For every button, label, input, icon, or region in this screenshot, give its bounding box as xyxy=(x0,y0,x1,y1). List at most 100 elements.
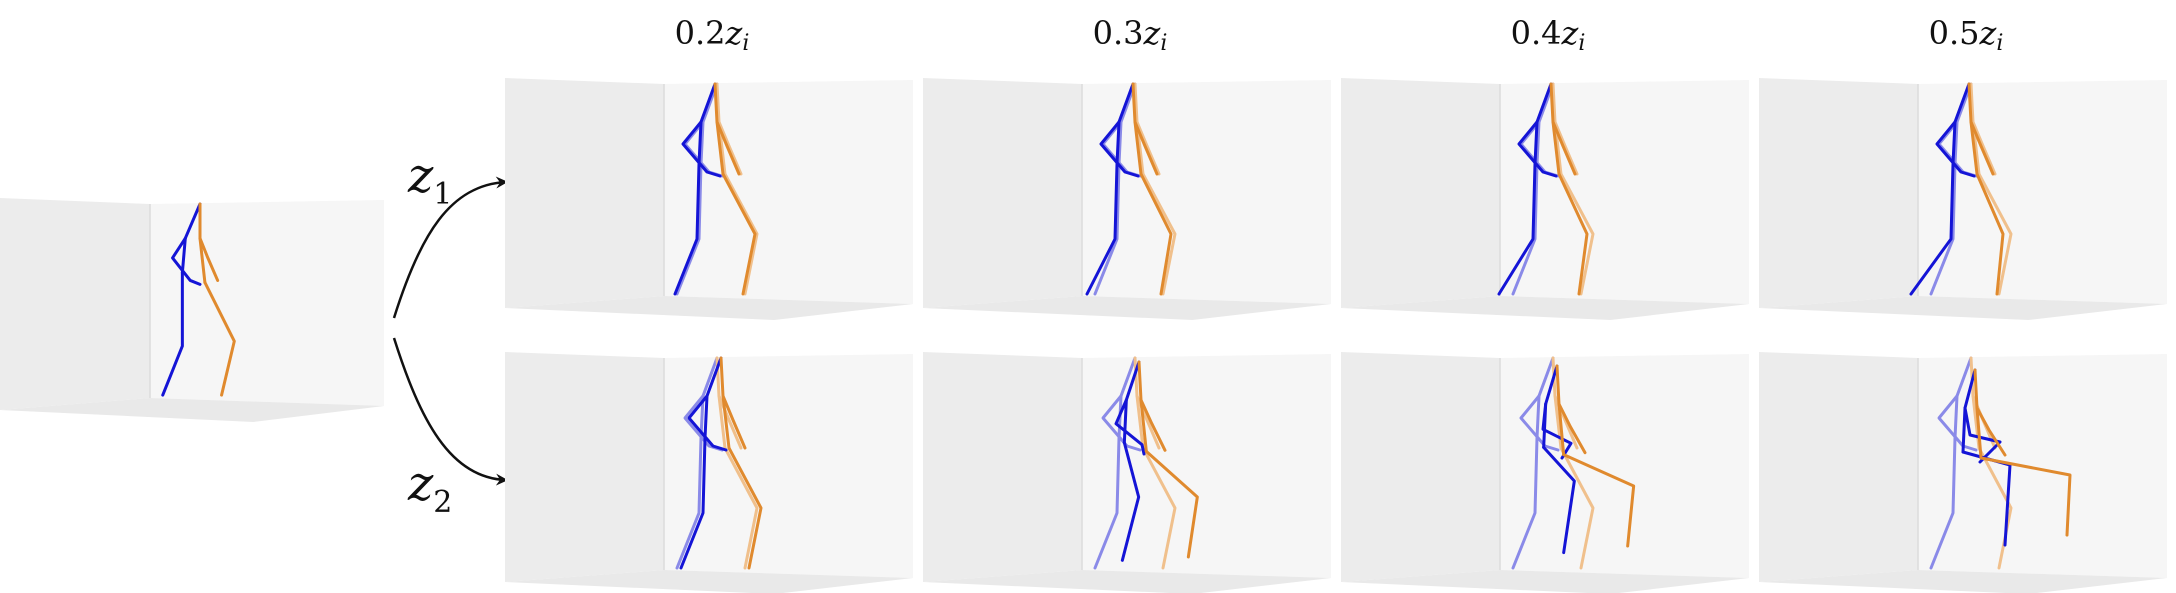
right-arm xyxy=(717,120,743,176)
right-leg xyxy=(727,446,763,570)
right-leg xyxy=(1144,449,1199,559)
right-leg xyxy=(1139,172,1173,296)
right-leg xyxy=(723,446,759,570)
left-leg xyxy=(1093,436,1121,570)
input-panel xyxy=(0,198,384,422)
left-leg xyxy=(1929,162,1957,296)
right-arm xyxy=(1975,406,2007,457)
right-leg xyxy=(1557,172,1589,296)
right-leg xyxy=(1559,172,1595,296)
panel-row2-col4 xyxy=(1759,352,2167,593)
right-leg xyxy=(1562,453,1636,548)
room-floor xyxy=(1759,570,2167,593)
room-wall-left xyxy=(1759,352,1918,582)
column-label-3: 0.4zi xyxy=(1511,14,1586,56)
panel-row1-col1 xyxy=(505,78,913,320)
room-floor xyxy=(0,398,384,422)
left-leg xyxy=(1093,162,1121,296)
right-leg xyxy=(721,172,757,296)
room-floor xyxy=(505,296,913,320)
arrow-to-z1 xyxy=(392,176,508,319)
right-arm xyxy=(717,394,743,450)
left-leg xyxy=(1929,436,1957,570)
right-arm xyxy=(1133,120,1159,176)
skeleton-generated xyxy=(1497,82,1589,296)
left-arm xyxy=(1101,394,1142,452)
row-label-1: z1 xyxy=(407,148,452,212)
left-arm xyxy=(1963,406,2002,464)
room-wall-left xyxy=(505,352,664,582)
right-arm xyxy=(1553,120,1579,176)
skeleton-generated xyxy=(679,356,763,570)
right-arm xyxy=(1969,120,1995,176)
right-arm xyxy=(1139,398,1167,452)
room-wall-left xyxy=(923,352,1082,582)
left-arm xyxy=(1937,394,1978,452)
panels xyxy=(0,78,2167,593)
right-leg xyxy=(1977,446,2013,570)
panel-row1-col4 xyxy=(1759,78,2167,320)
left-leg xyxy=(1085,162,1119,296)
right-arm xyxy=(1135,120,1161,176)
left-arm xyxy=(687,394,728,452)
skeleton-generated xyxy=(673,82,757,296)
left-leg xyxy=(1497,162,1537,296)
left-leg xyxy=(1511,436,1539,570)
room-floor xyxy=(1341,296,1749,320)
right-leg xyxy=(1979,456,2072,537)
left-arm xyxy=(1114,398,1146,456)
room-floor xyxy=(923,570,1331,593)
left-leg xyxy=(675,436,703,570)
left-arm xyxy=(1099,120,1140,178)
right-arm xyxy=(721,394,747,450)
right-arm xyxy=(715,120,741,176)
left-leg xyxy=(679,436,707,570)
room-wall-back xyxy=(150,200,384,406)
left-arm xyxy=(171,236,202,286)
skeleton-generated xyxy=(1085,82,1173,296)
right-arm xyxy=(1551,120,1577,176)
column-labels: 0.2zi 0.3zi 0.4zi 0.5zi xyxy=(675,14,2004,56)
right-leg xyxy=(1975,172,2005,296)
right-arm xyxy=(198,236,220,282)
panel-row2-col3 xyxy=(1341,352,1749,593)
room-wall-left xyxy=(923,78,1082,308)
left-leg xyxy=(1120,441,1141,562)
left-arm xyxy=(1517,120,1558,178)
room-floor xyxy=(1759,296,2167,320)
skeleton-reference xyxy=(675,356,759,570)
left-arm xyxy=(1519,394,1560,452)
row-label-2: z2 xyxy=(407,456,452,520)
right-leg xyxy=(723,172,759,296)
right-arm xyxy=(1971,120,1997,176)
skeleton-generated xyxy=(1114,360,1199,562)
room-wall-left xyxy=(1341,352,1500,582)
right-leg xyxy=(1977,172,2013,296)
room-floor xyxy=(923,296,1331,320)
arrows xyxy=(392,176,508,486)
input-skeleton xyxy=(161,202,236,397)
room-floor xyxy=(1341,570,1749,593)
left-arm xyxy=(1935,120,1976,178)
skeleton-reference xyxy=(1511,356,1595,570)
column-label-1: 0.2zi xyxy=(675,14,750,56)
room-floor xyxy=(505,570,913,593)
panel-row2-col2 xyxy=(923,352,1331,593)
panel-row2-col1 xyxy=(505,352,913,593)
arrow-to-z2 xyxy=(392,337,508,486)
room-wall-left xyxy=(0,198,150,410)
skeleton-reference xyxy=(1929,356,2013,570)
left-arm xyxy=(681,120,722,178)
left-arm xyxy=(1541,402,1573,460)
right-leg xyxy=(203,280,236,397)
panel-row1-col3 xyxy=(1341,78,1749,320)
left-leg xyxy=(673,162,701,296)
right-leg xyxy=(1559,446,1595,570)
right-arm xyxy=(1557,402,1587,455)
left-leg xyxy=(675,162,703,296)
skeleton-reference xyxy=(1511,82,1595,296)
right-leg xyxy=(1141,172,1177,296)
right-leg xyxy=(1141,446,1177,570)
left-leg xyxy=(161,271,184,397)
